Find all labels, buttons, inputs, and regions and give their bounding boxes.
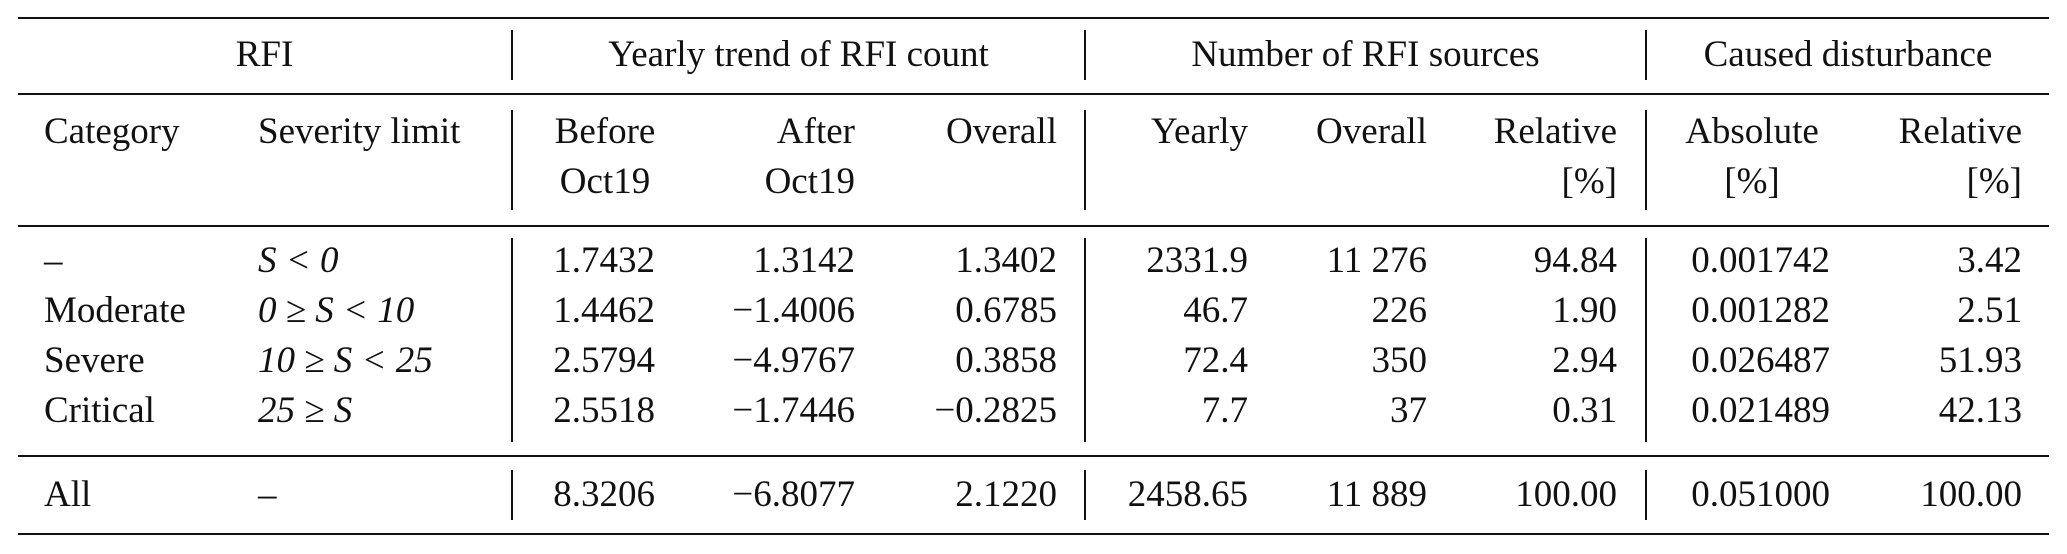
header-after-line2: Oct19 [764, 161, 855, 202]
separator [511, 238, 513, 442]
row-sources-relative: 0.31 [1552, 390, 1617, 431]
separator [1084, 30, 1086, 80]
separator [1645, 30, 1647, 80]
row-yearly: 7.7 [1201, 390, 1248, 431]
separator [511, 470, 513, 520]
separator [511, 110, 513, 210]
row-after: 1.3142 [753, 240, 855, 281]
row-sources-relative: 94.84 [1533, 240, 1617, 281]
header-disturbance-relative: Relative [1898, 111, 2022, 152]
group-header-rule [18, 93, 2049, 95]
row-sources-relative: 1.90 [1552, 290, 1617, 331]
separator [1084, 238, 1086, 442]
header-before-line2: Oct19 [559, 161, 651, 202]
group-header-disturbance: Caused disturbance [1703, 34, 1993, 75]
total-category: All [44, 474, 92, 515]
row-relative: 3.42 [1957, 240, 2022, 281]
row-after: −4.9767 [732, 340, 855, 381]
header-trend-overall: Overall [946, 111, 1057, 152]
row-sources-overall: 226 [1371, 290, 1428, 331]
row-after: −1.4006 [732, 290, 855, 331]
row-trend-overall: 1.3402 [955, 240, 1057, 281]
header-sources-relative: Relative [1493, 111, 1617, 152]
row-yearly: 2331.9 [1146, 240, 1248, 281]
total-after: −6.8077 [732, 474, 855, 515]
row-severity: 10 ≥ S < 25 [258, 340, 433, 381]
row-relative: 51.93 [1938, 340, 2022, 381]
header-severity-limit: Severity limit [258, 111, 461, 152]
header-sources-overall: Overall [1316, 111, 1427, 152]
separator [511, 30, 513, 80]
row-category: Moderate [44, 290, 186, 331]
total-rule [18, 455, 2049, 457]
total-relative: 100.00 [1920, 474, 2022, 515]
separator [1645, 238, 1647, 442]
group-header-rfi: RFI [235, 34, 294, 75]
row-category: Severe [44, 340, 145, 381]
header-absolute-line2: [%] [1724, 161, 1780, 202]
total-absolute: 0.051000 [1691, 474, 1830, 515]
row-before: 2.5518 [553, 390, 655, 431]
row-relative: 2.51 [1957, 290, 2022, 331]
total-severity: – [258, 474, 277, 515]
row-severity: S < 0 [258, 240, 339, 281]
header-sources-relative-line2: [%] [1561, 161, 1617, 202]
row-before: 1.4462 [553, 290, 655, 331]
row-relative: 42.13 [1938, 390, 2022, 431]
row-sources-overall: 37 [1390, 390, 1427, 431]
header-disturbance-relative-line2: [%] [1966, 161, 2022, 202]
row-before: 2.5794 [553, 340, 655, 381]
header-yearly: Yearly [1151, 111, 1248, 152]
row-category: Critical [44, 390, 155, 431]
row-sources-overall: 11 276 [1326, 240, 1427, 281]
row-sources-relative: 2.94 [1552, 340, 1617, 381]
row-trend-overall: −0.2825 [934, 390, 1057, 431]
row-before: 1.7432 [553, 240, 655, 281]
total-before: 8.3206 [553, 474, 655, 515]
row-category: – [44, 240, 63, 281]
row-severity: 25 ≥ S [258, 390, 353, 431]
header-rule [18, 225, 2049, 227]
header-category: Category [44, 111, 180, 152]
row-absolute: 0.001282 [1691, 290, 1830, 331]
total-sources-relative: 100.00 [1515, 474, 1617, 515]
row-absolute: 0.026487 [1691, 340, 1830, 381]
separator [1645, 470, 1647, 520]
total-trend-overall: 2.1220 [955, 474, 1057, 515]
separator [1645, 110, 1647, 210]
header-before: Before [554, 111, 656, 152]
total-sources-overall: 11 889 [1326, 474, 1427, 515]
bottom-rule [18, 533, 2049, 535]
row-after: −1.7446 [732, 390, 855, 431]
header-absolute: Absolute [1685, 111, 1819, 152]
row-absolute: 0.021489 [1691, 390, 1830, 431]
row-severity: 0 ≥ S < 10 [258, 290, 415, 331]
row-sources-overall: 350 [1371, 340, 1428, 381]
row-yearly: 72.4 [1183, 340, 1248, 381]
row-trend-overall: 0.6785 [955, 290, 1057, 331]
top-rule [18, 17, 2049, 19]
group-header-sources: Number of RFI sources [1191, 34, 1540, 75]
row-absolute: 0.001742 [1691, 240, 1830, 281]
separator [1084, 470, 1086, 520]
row-yearly: 46.7 [1183, 290, 1248, 331]
separator [1084, 110, 1086, 210]
row-trend-overall: 0.3858 [955, 340, 1057, 381]
group-header-trend: Yearly trend of RFI count [608, 34, 989, 75]
total-yearly: 2458.65 [1127, 474, 1248, 515]
header-after: After [776, 111, 855, 152]
